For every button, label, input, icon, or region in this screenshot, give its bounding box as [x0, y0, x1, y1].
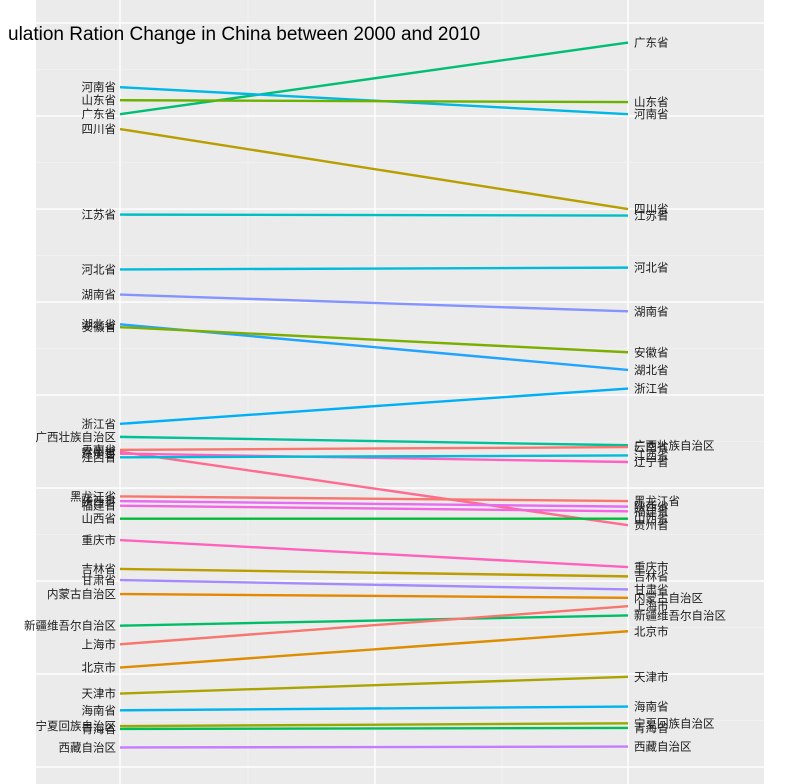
label-2000: 山东省 [82, 93, 117, 107]
label-2000: 安徽省 [82, 320, 117, 334]
label-2010: 河北省 [634, 261, 669, 275]
series-line [119, 495, 629, 503]
label-2000: 宁夏回族自治区 [36, 719, 117, 733]
chart-title: ulation Ration Change in China between 2… [8, 24, 481, 45]
label-2010: 江西省 [634, 448, 669, 462]
label-2010: 云南省 [634, 440, 669, 454]
label-2000: 山西省 [82, 512, 117, 526]
series-line [119, 99, 629, 104]
label-2000: 河南省 [82, 80, 117, 94]
label-2010: 青海省 [634, 721, 669, 735]
label-2010: 江苏省 [634, 209, 669, 223]
label-2000: 湖南省 [82, 288, 117, 302]
series-line [119, 387, 629, 426]
label-2010: 内蒙古自治区 [634, 591, 703, 605]
series-line [119, 293, 629, 313]
series-line [119, 592, 629, 599]
series-line [119, 454, 629, 459]
label-2000: 江苏省 [82, 208, 117, 222]
series-line [119, 445, 629, 452]
label-2000: 河北省 [82, 262, 117, 276]
label-2010: 新疆维吾尔自治区 [634, 608, 726, 622]
label-2010: 山西省 [634, 512, 669, 526]
label-2010: 北京市 [634, 624, 669, 638]
label-2010: 湖北省 [634, 363, 669, 377]
label-2010: 海南省 [634, 700, 669, 714]
series-line [119, 722, 629, 728]
series-line [119, 538, 629, 569]
series-line [119, 41, 629, 116]
label-2000: 吉林省 [82, 562, 117, 576]
series-line [119, 604, 629, 646]
series-line [119, 567, 629, 578]
label-2000: 内蒙古自治区 [47, 587, 116, 601]
plot-panel [36, 0, 764, 784]
label-2000: 新疆维吾尔自治区 [24, 619, 116, 633]
label-2010: 湖南省 [634, 304, 669, 318]
label-2010: 四川省 [634, 202, 669, 216]
label-2000: 湖北省 [82, 317, 117, 331]
series-line [119, 452, 629, 464]
label-2010: 广东省 [634, 36, 669, 50]
label-2000: 陕西省 [82, 494, 117, 508]
label-2000: 重庆市 [82, 533, 117, 547]
label-2000: 广东省 [82, 107, 117, 121]
label-2000: 黑龙江省 [70, 489, 116, 503]
label-2010: 山东省 [634, 95, 669, 109]
series-line [119, 726, 629, 731]
series-line [119, 435, 629, 447]
series-line [119, 499, 629, 508]
label-2010: 西藏自治区 [634, 740, 692, 754]
label-2000: 四川省 [82, 122, 117, 136]
label-2010: 天津市 [634, 670, 669, 684]
label-2000: 北京市 [82, 661, 117, 675]
label-2010: 浙江省 [634, 382, 669, 396]
series-line [119, 266, 629, 271]
series-line [119, 630, 629, 669]
series-line [119, 213, 629, 217]
series-line [119, 614, 629, 627]
label-2000: 云南省 [82, 443, 117, 457]
label-2000: 甘肃省 [82, 573, 117, 587]
label-2010: 辽宁省 [634, 455, 669, 469]
label-2010: 安徽省 [634, 345, 669, 359]
series-line [119, 450, 629, 527]
label-2010: 甘肃省 [634, 582, 669, 596]
label-2010: 重庆市 [634, 560, 669, 574]
series-line [119, 675, 629, 695]
label-2010: 贵州省 [634, 518, 669, 532]
label-2000: 福建省 [82, 499, 117, 513]
label-2000: 海南省 [82, 703, 117, 717]
label-2000: 西藏自治区 [59, 741, 117, 755]
labels-2000: 广东省 河南省山东省四川省江苏省河北省湖南省湖北省安徽省浙江省广西壮族自治区云南省… [24, 80, 116, 754]
label-2010: 上海市 [634, 599, 669, 613]
label-2010: 宁夏回族自治区 [634, 716, 715, 730]
series-line [119, 745, 629, 749]
label-2000: 天津市 [82, 687, 117, 701]
series-line [119, 325, 629, 354]
series-line [119, 504, 629, 513]
series-lines [119, 41, 629, 749]
label-2010: 陕西省 [634, 500, 669, 514]
label-2000: 江西省 [82, 450, 117, 464]
series-line [119, 127, 629, 211]
series-line [119, 705, 629, 712]
label-2000: 贵州省 [82, 445, 117, 459]
label-2000: 辽宁省 [82, 447, 117, 461]
label-2010: 福建省 [634, 504, 669, 518]
label-2010: 吉林省 [634, 569, 669, 583]
label-2010: 河南省 [634, 107, 669, 121]
label-2000: 广西壮族自治区 [36, 430, 117, 444]
label-2000: 浙江省 [82, 417, 117, 431]
label-2000: 上海市 [82, 637, 117, 651]
label-2000: 青海省 [82, 722, 117, 736]
series-line [119, 578, 629, 591]
label-2010: 黑龙江省 [634, 494, 680, 508]
label-2010: 广西壮族自治区 [634, 438, 715, 452]
